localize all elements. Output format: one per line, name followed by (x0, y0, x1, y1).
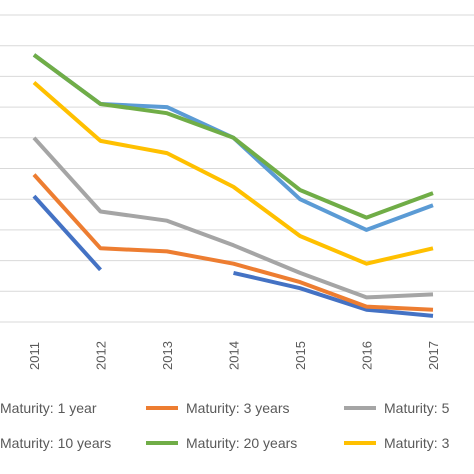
gridlines (0, 14, 474, 323)
x-tick-label: 2012 (94, 341, 109, 370)
x-tick-label: 2011 (27, 342, 42, 370)
series-line-6 (32, 80, 434, 266)
legend-label: Maturity: 3 (384, 435, 450, 451)
legend-label: Maturity: 20 years (186, 435, 297, 451)
legend-label: Maturity: 3 years (186, 400, 289, 416)
series-line-1 (32, 194, 102, 272)
x-tick-label: 2014 (227, 341, 242, 370)
series-line-5 (32, 53, 434, 220)
series-lines (32, 53, 434, 318)
legend-label: Maturity: 10 years (0, 435, 111, 451)
series-line-2 (32, 173, 434, 312)
x-axis-ticks: 2011 2012 2013 2014 2015 2016 2017 (27, 341, 441, 370)
x-tick-label: 2017 (426, 341, 441, 370)
legend-label: Maturity: 5 (384, 400, 450, 416)
x-tick-label: 2016 (360, 341, 375, 370)
legend-label: Maturity: 1 year (0, 400, 97, 416)
legend: Maturity: 1 year Maturity: 3 years Maturit… (0, 400, 450, 451)
series-line-3 (32, 136, 434, 300)
x-tick-label: 2013 (160, 341, 175, 370)
series-line-1 (233, 270, 434, 318)
x-tick-label: 2015 (293, 341, 308, 370)
